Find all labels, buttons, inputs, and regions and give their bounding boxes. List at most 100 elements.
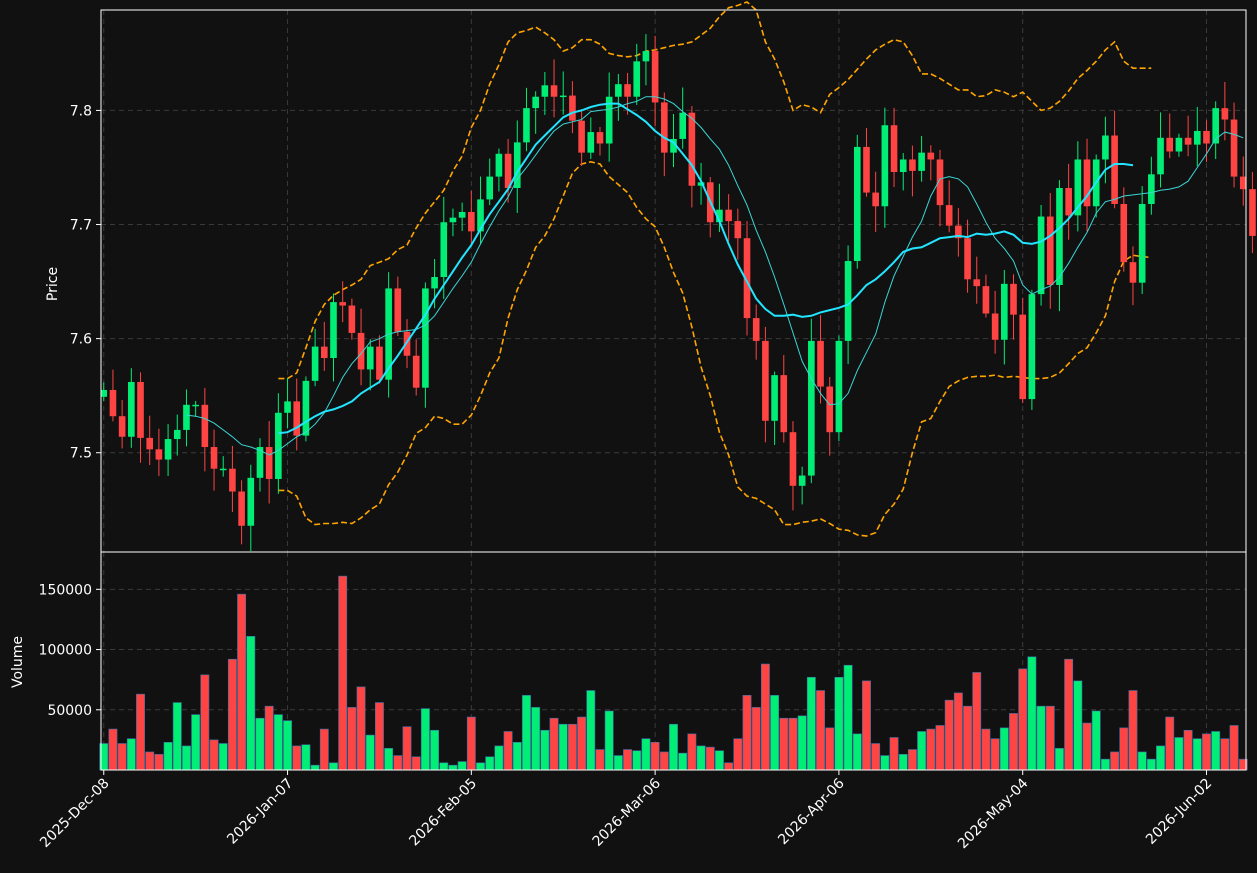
candle-body: [642, 51, 650, 62]
candle-body: [550, 85, 558, 97]
candle-body: [1221, 108, 1229, 120]
volume-bar: [852, 733, 862, 771]
candle-body: [1157, 137, 1164, 175]
volume-bar: [237, 593, 247, 771]
volume-bar: [862, 680, 871, 771]
volume-bar: [200, 674, 210, 771]
volume-bar: [604, 710, 614, 771]
candle-body: [146, 437, 154, 450]
volume-bar: [806, 676, 816, 771]
volume-bar: [117, 743, 127, 771]
volume-bar: [944, 699, 954, 771]
candle-body: [973, 279, 981, 287]
volume-bar: [797, 715, 807, 771]
bollinger-lower-line: [278, 160, 1152, 537]
candle-body: [743, 238, 751, 319]
volume-bar: [577, 716, 587, 771]
volume-bar: [218, 743, 228, 771]
candle-body: [679, 112, 686, 139]
candle-body: [697, 182, 705, 186]
volume-bar: [531, 707, 541, 771]
volume-bar: [439, 762, 449, 771]
candle-body: [1230, 119, 1238, 177]
candle-body: [1175, 137, 1183, 152]
price-tick-label: 7.7: [70, 218, 92, 234]
volume-bar: [1220, 738, 1230, 771]
candle-body: [1083, 159, 1091, 207]
volume-bar: [696, 745, 706, 771]
candle-body: [513, 142, 521, 189]
volume-bar: [1110, 751, 1120, 771]
price-tick-label: 7.5: [70, 446, 92, 462]
candle-body: [275, 412, 282, 479]
volume-tick-label: 100000: [39, 643, 92, 659]
volume-bar: [126, 738, 136, 771]
volume-bar: [172, 702, 182, 771]
volume-bar: [1009, 713, 1018, 771]
volume-bars: [99, 575, 1248, 771]
volume-bar: [1018, 668, 1028, 771]
volume-bar: [1082, 722, 1092, 771]
candle-body: [780, 375, 788, 433]
volume-bar: [1119, 727, 1129, 771]
candle-body: [596, 132, 604, 144]
candle-body: [440, 222, 448, 278]
candlesticks: [100, 34, 1256, 552]
volume-bar: [338, 575, 348, 771]
candle-body: [486, 176, 494, 200]
volume-bar: [494, 745, 504, 771]
volume-bar: [678, 752, 688, 771]
volume-bar: [145, 751, 155, 771]
candle-body: [1102, 135, 1109, 160]
candle-body: [1166, 137, 1174, 152]
candle-body: [109, 389, 117, 417]
candle-body: [495, 153, 503, 177]
bollinger-upper-line: [278, 1, 1152, 380]
candle-body: [578, 120, 585, 153]
volume-bar: [264, 705, 274, 771]
volume-bar: [1073, 680, 1083, 771]
candle-body: [229, 468, 236, 492]
volume-bar: [742, 695, 752, 771]
candle-body: [458, 211, 466, 218]
volume-bar: [907, 749, 917, 771]
volume-bar: [981, 728, 991, 771]
candle-body: [1138, 203, 1146, 283]
volume-bar: [1156, 745, 1165, 771]
candle-body: [1148, 174, 1155, 204]
candle-body: [284, 401, 291, 413]
candle-body: [330, 302, 337, 359]
candle-body: [762, 340, 769, 421]
volume-bar: [669, 723, 678, 771]
candle-body: [716, 209, 723, 223]
volume-bar: [558, 723, 568, 771]
candle-body: [256, 447, 264, 478]
volume-bar: [963, 705, 972, 771]
candle-body: [808, 340, 815, 476]
candle-body: [651, 51, 659, 103]
volume-bar: [1146, 758, 1156, 771]
candle-body: [909, 159, 916, 171]
candle-body: [1249, 189, 1256, 236]
candle-body: [422, 288, 429, 388]
candle-body: [100, 389, 108, 397]
price-y-axis: 7.5 7.6 7.7 7.8: [70, 103, 101, 462]
candle-body: [523, 108, 530, 143]
volume-bar: [871, 743, 881, 771]
candle-body: [725, 209, 732, 222]
candle-body: [1037, 216, 1045, 295]
volume-bar: [292, 745, 302, 771]
candle-body: [1001, 283, 1008, 340]
volume-bar: [108, 728, 118, 771]
candle-body: [320, 346, 328, 359]
volume-bar: [724, 762, 734, 771]
candle-body: [1074, 159, 1082, 216]
volume-bar: [1027, 656, 1037, 771]
volume-bar: [540, 729, 550, 771]
candle-body: [293, 401, 301, 436]
volume-bar: [898, 754, 908, 771]
moving-average-short-line: [186, 96, 1244, 456]
candle-body: [605, 96, 613, 144]
volume-bar: [191, 714, 201, 771]
volume-bar: [751, 707, 761, 771]
